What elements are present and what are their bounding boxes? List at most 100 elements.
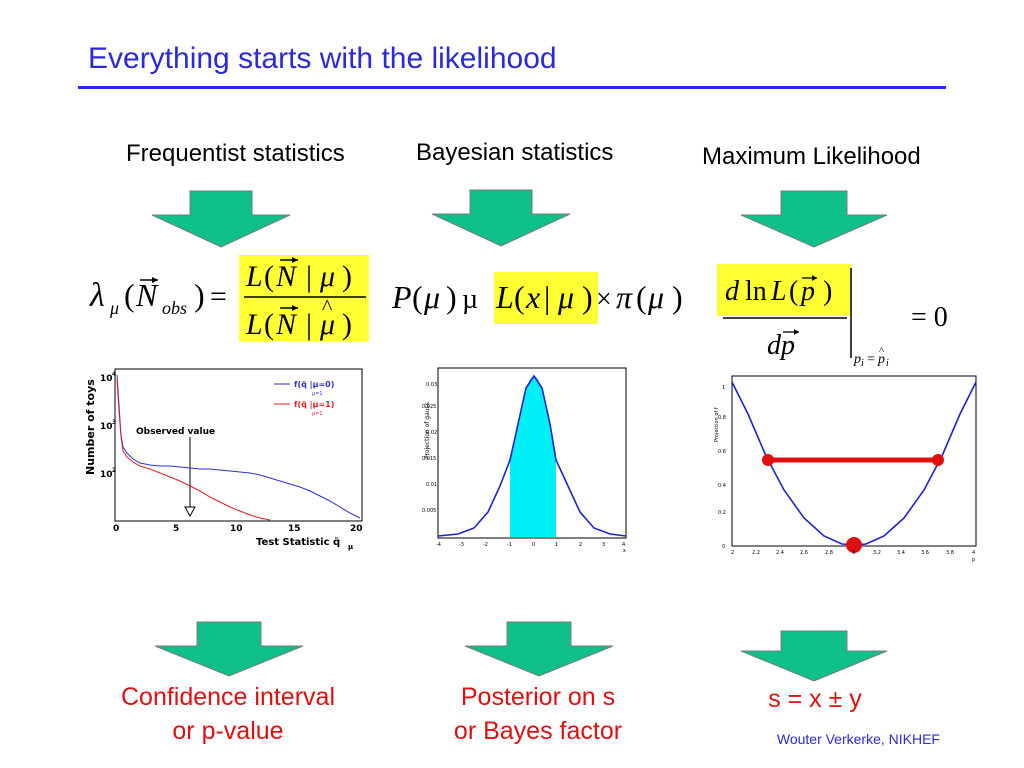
svg-text:|: | — [306, 260, 312, 293]
down-arrow-icon — [740, 630, 888, 682]
title-underline — [78, 86, 946, 89]
svg-text:L: L — [770, 276, 787, 307]
svg-text:2.4: 2.4 — [776, 550, 784, 556]
heading-frequentist: Frequentist statistics — [126, 140, 345, 167]
svg-text:3: 3 — [602, 542, 605, 548]
svg-text:2.8: 2.8 — [825, 550, 833, 556]
svg-text:-2: -2 — [483, 542, 488, 548]
svg-text:-1: -1 — [507, 542, 512, 548]
svg-text:N: N — [275, 260, 298, 293]
svg-text:0.2: 0.2 — [718, 510, 726, 516]
down-arrow-icon — [151, 190, 291, 248]
observed-value-label: Observed value — [136, 427, 215, 437]
svg-text:|: | — [544, 279, 550, 315]
gaussian-posterior-plot: Projection of gauss 0.005 0.01 0.015 0.0… — [418, 364, 633, 556]
svg-text:0.8: 0.8 — [718, 415, 726, 421]
svg-text:0.005: 0.005 — [422, 508, 436, 514]
svg-text:μ=1: μ=1 — [312, 391, 323, 397]
svg-text:(: ( — [124, 277, 135, 313]
svg-text:(: ( — [412, 279, 423, 315]
svg-text:=: = — [867, 352, 875, 367]
frequentist-ylabel: Number of toys — [84, 379, 97, 475]
svg-text:obs: obs — [162, 298, 187, 318]
svg-text:3.8: 3.8 — [946, 550, 954, 556]
svg-text:ln: ln — [745, 276, 767, 307]
test-statistic-histogram-plot: Number of toys 10 4 10 3 10 2 0 5 10 15 … — [80, 365, 380, 555]
heading-bayesian: Bayesian statistics — [416, 139, 614, 166]
svg-text:10: 10 — [230, 524, 243, 534]
svg-text:λ: λ — [89, 277, 105, 314]
svg-text:15: 15 — [288, 524, 301, 534]
svg-text:μ=1: μ=1 — [312, 411, 323, 417]
svg-text:P: P — [391, 279, 412, 315]
svg-text:0: 0 — [722, 544, 725, 550]
svg-text:(: ( — [264, 308, 274, 341]
heading-maximum-likelihood: Maximum Likelihood — [702, 143, 921, 170]
svg-text:µ: µ — [462, 284, 478, 315]
svg-text:μ: μ — [319, 308, 335, 341]
svg-text:0: 0 — [532, 542, 535, 548]
svg-text:3: 3 — [852, 550, 855, 556]
svg-text:0: 0 — [113, 524, 119, 534]
ml-ylabel: Projection of f — [714, 407, 720, 442]
svg-text:4: 4 — [112, 371, 116, 378]
legend-mu1: f(q̃ |μ=1) — [294, 399, 334, 409]
frequentist-xlabel: Test Statistic q̃ — [256, 536, 340, 548]
svg-text:p: p — [799, 276, 815, 307]
svg-text:= 0: = 0 — [911, 302, 948, 333]
svg-text:10: 10 — [100, 422, 113, 432]
svg-text:20: 20 — [350, 524, 363, 534]
svg-text:p: p — [877, 352, 885, 367]
svg-text:): ) — [446, 279, 457, 315]
svg-text:^: ^ — [322, 294, 333, 319]
caption-bayesian: Posterior on s or Bayes factor — [453, 683, 623, 745]
svg-text:0.01: 0.01 — [426, 482, 437, 488]
svg-text:10: 10 — [100, 470, 113, 480]
svg-text:p: p — [853, 352, 861, 367]
caption-frequentist: Confidence interval or p-value — [120, 683, 335, 745]
svg-text:1: 1 — [722, 385, 725, 391]
svg-text:(: ( — [264, 260, 274, 293]
likelihood-parabola-plot: Projection of f 0 0.2 0.4 0.6 0.8 1 2 2.… — [708, 372, 983, 568]
svg-text:0.4: 0.4 — [718, 483, 726, 489]
svg-text:10: 10 — [100, 374, 113, 384]
svg-text:x: x — [525, 279, 540, 315]
svg-text:3.4: 3.4 — [897, 550, 905, 556]
slide-title: Everything starts with the likelihood — [88, 42, 557, 75]
svg-text:2: 2 — [579, 542, 582, 548]
formula-ml-condition: d ln L ( p ) dp p i = p ^ i = 0 — [715, 262, 965, 370]
svg-text:N: N — [275, 308, 298, 341]
svg-text:i: i — [886, 358, 889, 369]
svg-text:-4: -4 — [436, 542, 441, 548]
svg-text:1: 1 — [555, 542, 558, 548]
svg-text:L: L — [245, 260, 263, 293]
svg-text:μ: μ — [557, 279, 574, 315]
svg-text:L: L — [245, 308, 263, 341]
svg-text:|: | — [306, 308, 312, 341]
svg-text:p: p — [972, 557, 975, 563]
svg-text:2: 2 — [112, 467, 116, 474]
svg-text:2: 2 — [731, 550, 734, 556]
svg-text:dp: dp — [767, 330, 795, 361]
down-arrow-icon — [740, 190, 888, 248]
svg-text:0.025: 0.025 — [422, 404, 436, 410]
svg-text:3.6: 3.6 — [921, 550, 929, 556]
bayesian-ylabel: Projection of gauss — [424, 402, 431, 459]
formula-profile-likelihood-ratio: λ μ ( N obs ) = L ( N | μ ) L ( N | μ ^ … — [84, 250, 384, 345]
caption-maximum-likelihood: s = x ± y — [768, 685, 862, 713]
legend-mu0: f(q̃ |μ=0) — [294, 379, 334, 389]
svg-text:π: π — [616, 279, 633, 315]
svg-text:N: N — [135, 277, 159, 313]
svg-text:): ) — [582, 279, 593, 315]
svg-text:): ) — [823, 276, 832, 307]
svg-text:L: L — [495, 279, 514, 315]
svg-text:(: ( — [636, 279, 647, 315]
svg-text:0.03: 0.03 — [426, 382, 437, 388]
formula-posterior: P ( μ ) µ L ( x | μ ) × π ( μ ) — [390, 266, 700, 330]
svg-text:(: ( — [514, 279, 525, 315]
svg-text:(: ( — [789, 276, 798, 307]
svg-text:0.02: 0.02 — [426, 430, 437, 436]
svg-text:0.015: 0.015 — [422, 456, 436, 462]
svg-text:3.2: 3.2 — [873, 550, 881, 556]
svg-text:μ: μ — [109, 298, 119, 318]
